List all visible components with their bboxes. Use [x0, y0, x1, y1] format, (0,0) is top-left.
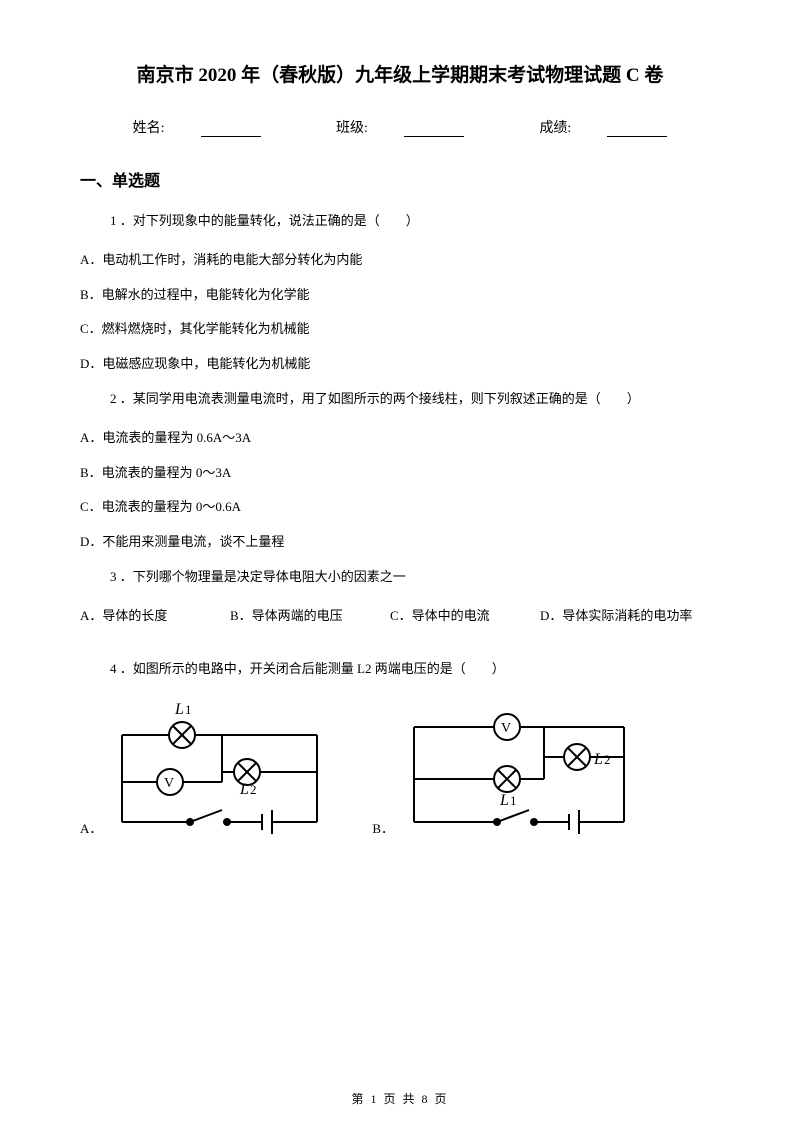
- page-footer: 第 1 页 共 8 页: [0, 1090, 800, 1107]
- q3-option-b: B．导体两端的电压: [230, 606, 390, 627]
- q2-option-a: A．电流表的量程为 0.6A～3A: [80, 428, 720, 449]
- q1-option-a: A．电动机工作时，消耗的电能大部分转化为内能: [80, 250, 720, 271]
- voltmeter-v-b: V: [501, 721, 511, 736]
- q1-option-b: B．电解水的过程中，电能转化为化学能: [80, 285, 720, 306]
- name-blank: [201, 121, 261, 137]
- svg-text:2: 2: [250, 782, 257, 797]
- circuit-a-label: A．: [80, 818, 102, 837]
- q2-option-d: D．不能用来测量电流，谈不上量程: [80, 532, 720, 553]
- svg-text:2: 2: [604, 752, 611, 767]
- q2-stem: 2 ．某同学用电流表测量电流时，用了如图所示的两个接线柱，则下列叙述正确的是（ …: [110, 389, 720, 410]
- q1-option-d: D．电磁感应现象中，电能转化为机械能: [80, 354, 720, 375]
- circuit-a-container: A．: [80, 697, 332, 837]
- svg-text:1: 1: [510, 793, 517, 808]
- class-blank: [404, 121, 464, 137]
- score-label: 成绩:: [521, 121, 685, 136]
- name-label: 姓名:: [115, 121, 279, 136]
- circuit-diagram-a: L 1 L 2 V: [107, 697, 332, 837]
- q3-option-a: A．导体的长度: [80, 606, 230, 627]
- exam-title: 南京市 2020 年（春秋版）九年级上学期期末考试物理试题 C 卷: [80, 60, 720, 87]
- l1-label-b: L: [499, 792, 509, 809]
- q2-option-b: B．电流表的量程为 0～3A: [80, 463, 720, 484]
- q3-option-c: C．导体中的电流: [390, 606, 540, 627]
- section-header: 一、单选题: [80, 167, 720, 191]
- l1-label: L: [174, 701, 184, 718]
- circuit-b-label: B．: [372, 818, 394, 837]
- q4-stem: 4 ．如图所示的电路中，开关闭合后能测量 L2 两端电压的是（ ）: [110, 659, 720, 680]
- q3-options-row: A．导体的长度 B．导体两端的电压 C．导体中的电流 D．导体实际消耗的电功率: [80, 606, 720, 641]
- circuit-diagrams-row: A．: [80, 697, 720, 837]
- l2-label-b: L: [593, 751, 603, 768]
- l2-label: L: [239, 781, 249, 798]
- voltmeter-v: V: [164, 776, 174, 791]
- score-blank: [607, 121, 667, 137]
- class-label: 班级:: [318, 121, 482, 136]
- q1-stem: 1 ．对下列现象中的能量转化，说法正确的是（ ）: [110, 211, 720, 232]
- svg-text:1: 1: [185, 702, 192, 717]
- q3-option-d: D．导体实际消耗的电功率: [540, 606, 710, 627]
- q3-stem: 3 ．下列哪个物理量是决定导体电阻大小的因素之一: [110, 567, 720, 588]
- circuit-b-container: B．: [372, 697, 639, 837]
- circuit-diagram-b: V L 2 L 1: [399, 697, 639, 837]
- q1-option-c: C．燃料燃烧时，其化学能转化为机械能: [80, 319, 720, 340]
- student-info-line: 姓名: 班级: 成绩:: [80, 117, 720, 137]
- q2-option-c: C．电流表的量程为 0～0.6A: [80, 497, 720, 518]
